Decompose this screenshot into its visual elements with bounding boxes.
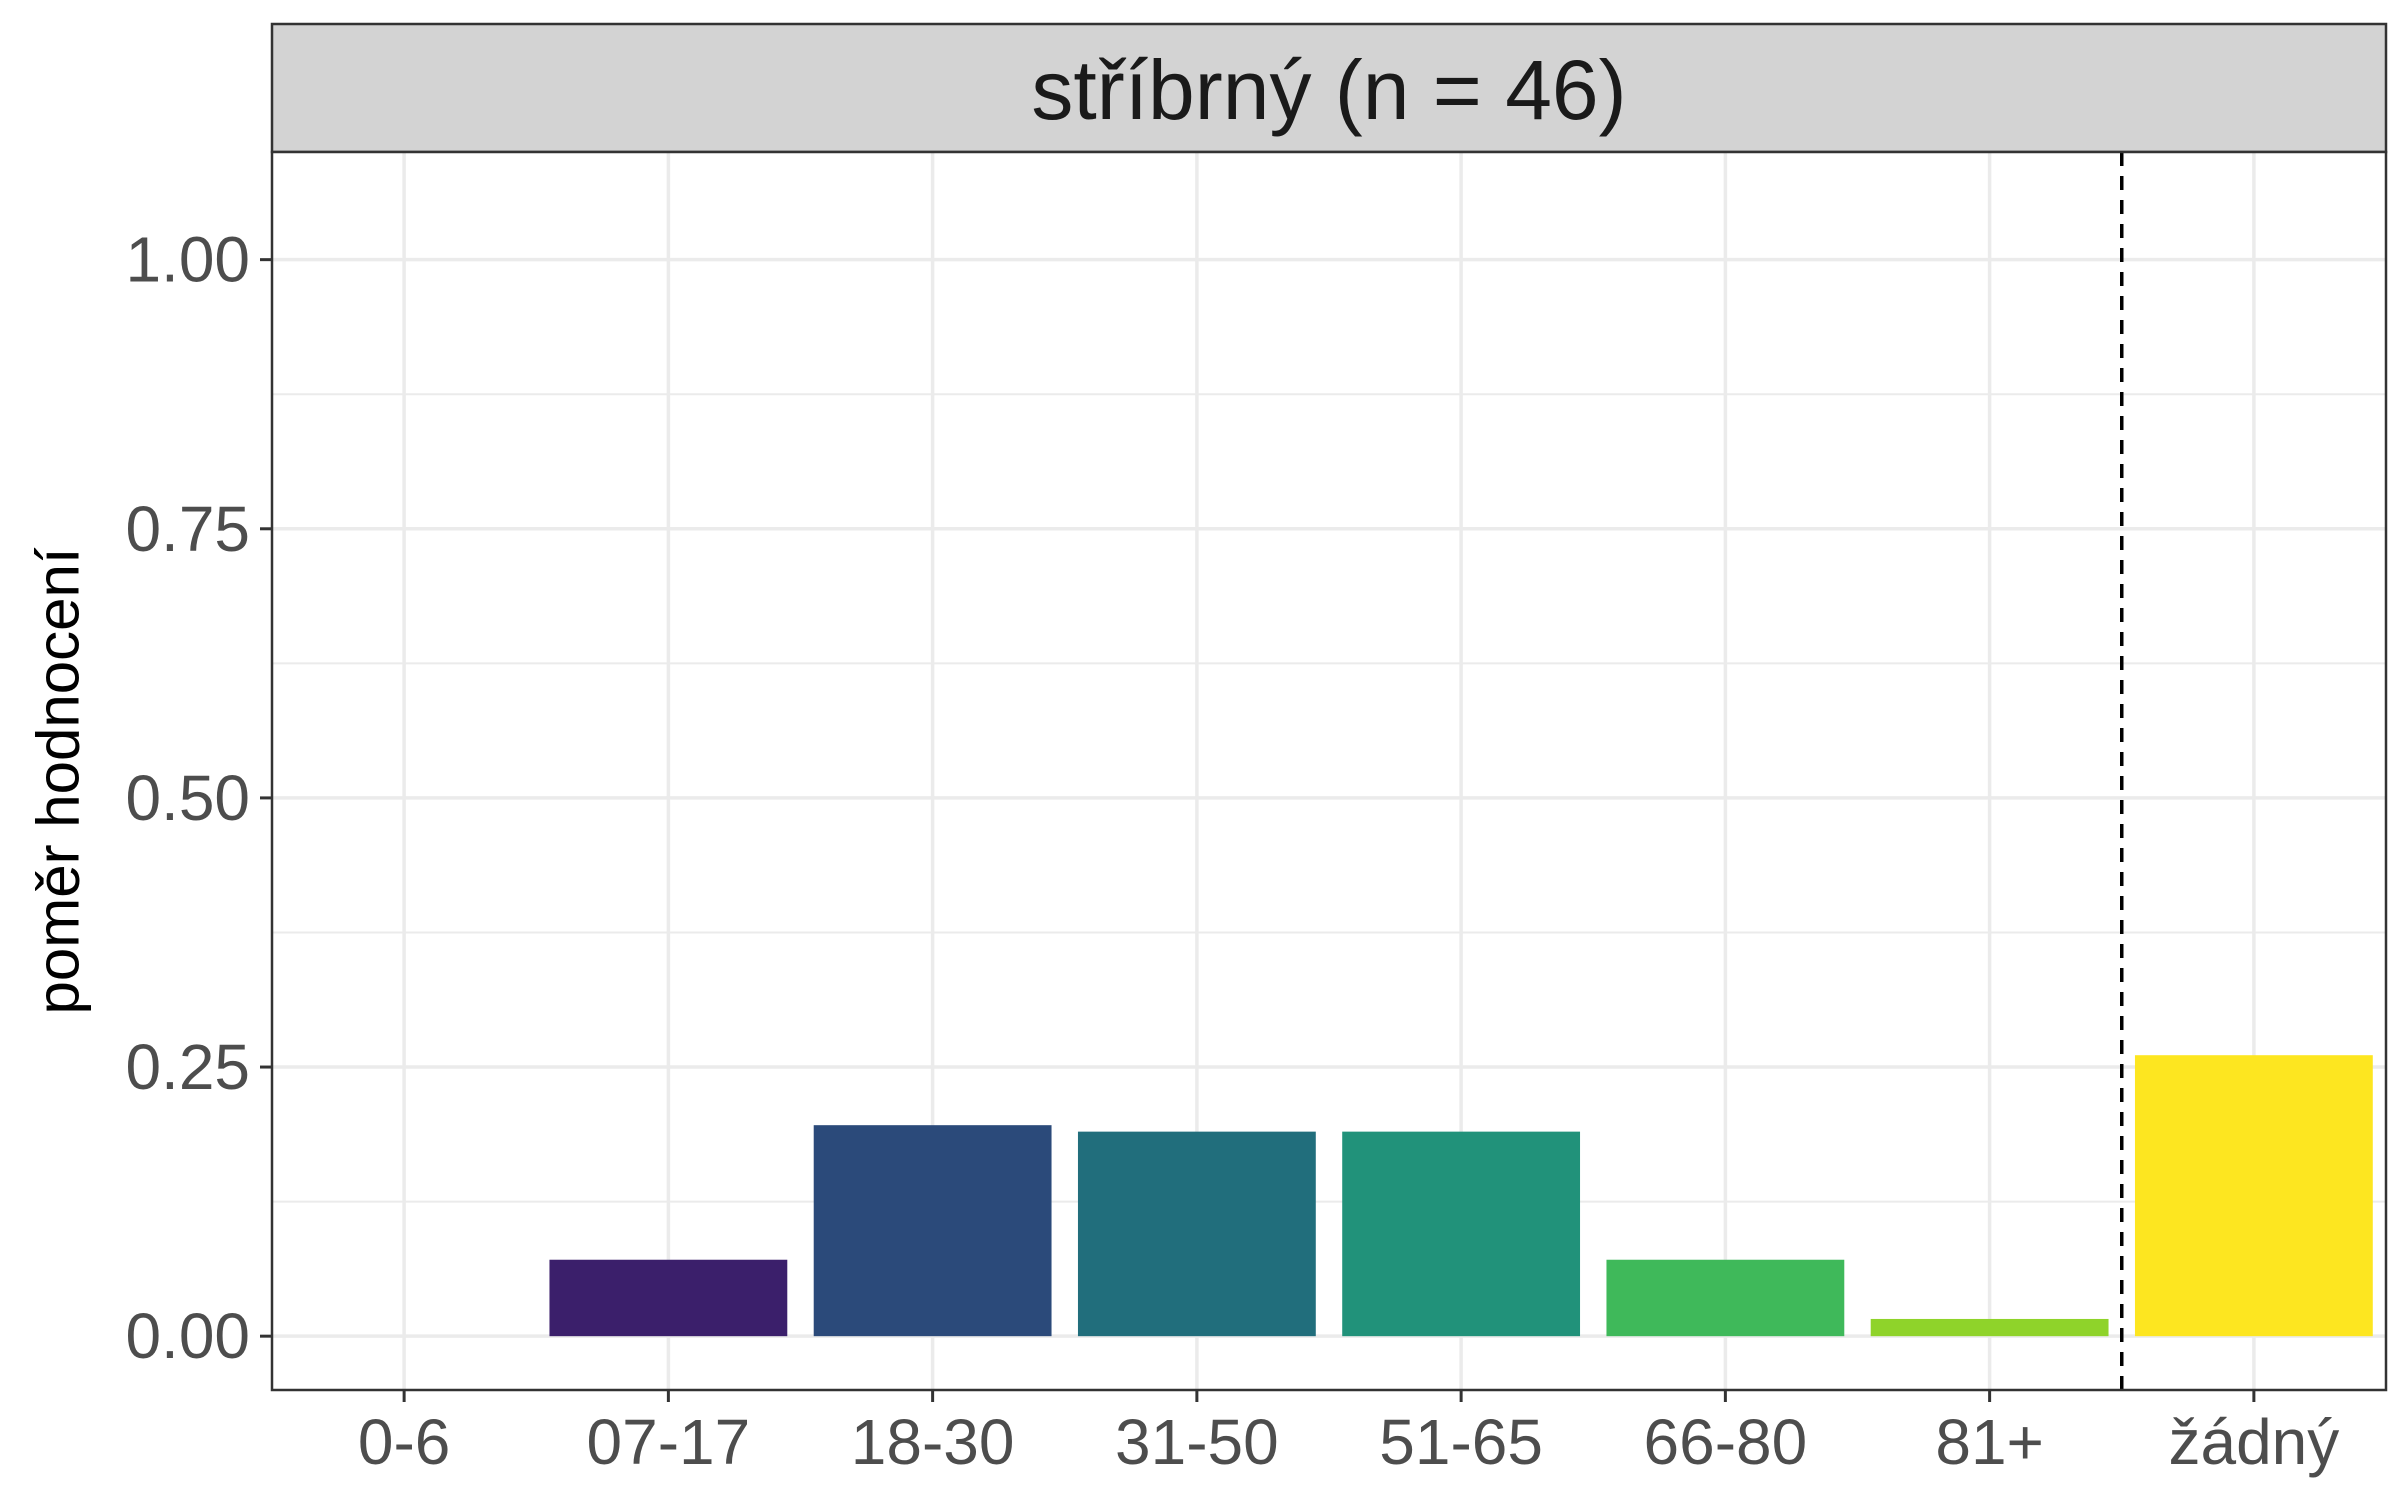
y-axis: 0.00 0.25 0.50 0.75 1.00 <box>125 224 272 1372</box>
bar-6 <box>1606 1259 1845 1337</box>
y-tick-label: 0.75 <box>125 493 250 565</box>
y-tick-label: 0.25 <box>125 1031 250 1103</box>
y-tick-label: 0.00 <box>125 1300 250 1372</box>
bar-8 <box>2134 1055 2373 1337</box>
panel-strip-background <box>270 22 2388 154</box>
plot-border <box>270 150 2388 1392</box>
bar-7 <box>1870 1318 2109 1337</box>
x-tick-label: 81+ <box>1935 1406 2044 1478</box>
grid-lines <box>272 152 2386 1390</box>
plot-area <box>270 150 2388 1392</box>
y-axis-title: poměr hodnocení <box>25 547 92 1014</box>
plot-background <box>272 152 2386 1390</box>
x-tick-label: 51-65 <box>1379 1406 1543 1478</box>
x-tick-label: 66-80 <box>1644 1406 1808 1478</box>
bar-5 <box>1342 1131 1581 1337</box>
x-tick-label: žádný <box>2168 1406 2339 1478</box>
x-tick-label: 07-17 <box>587 1406 751 1478</box>
x-tick-label: 31-50 <box>1115 1406 1279 1478</box>
y-tick-label: 1.00 <box>125 224 250 296</box>
bar-4 <box>1077 1131 1316 1337</box>
bar-3 <box>813 1125 1052 1337</box>
panel-strip: stříbrný (n = 46) <box>270 22 2388 154</box>
bar-2 <box>549 1259 788 1337</box>
panel-title: stříbrný (n = 46) <box>1031 43 1626 137</box>
x-axis: 0-6 07-17 18-30 31-50 51-65 66-80 81+ žádný <box>358 1390 2339 1478</box>
x-tick-label: 0-6 <box>358 1406 451 1478</box>
bars <box>549 1055 2373 1337</box>
y-tick-label: 0.50 <box>125 762 250 834</box>
x-tick-label: 18-30 <box>851 1406 1015 1478</box>
